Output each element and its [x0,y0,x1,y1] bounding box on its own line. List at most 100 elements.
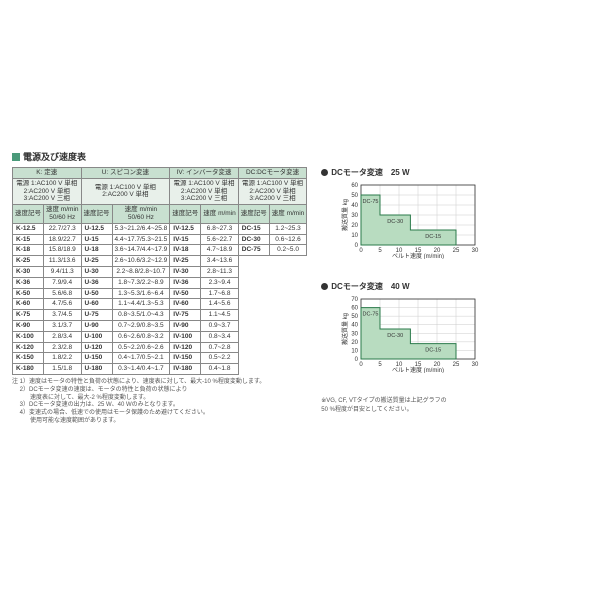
notes: 注 1）速度はモータの特性と負荷の状態により、速度表に対して、最大-10 %程度… [12,379,307,426]
table-cell: 3.7/4.5 [44,310,82,321]
power-spec: 電源 1:AC100 V 単相2:AC200 V 単相3:AC200 V 三相 [170,178,239,204]
col-header: 速度記号 [13,205,44,224]
table-cell: 4.4~17.7/5.3~21.5 [112,234,170,245]
table-cell: 3.6~14.7/4.4~17.9 [112,245,170,256]
note-line: 4）変速式の場合、低速での使用はモータ保護のため避けてください。 [12,410,307,418]
table-cell: 1.4~5.6 [201,299,239,310]
table-cell: U-50 [81,288,112,299]
svg-text:30: 30 [352,213,359,219]
table-cell: 9.4/11.3 [44,266,82,277]
table-cell: 5.3~21.2/6.4~25.8 [112,223,170,234]
table-cell: 1.8~7.3/2.2~8.9 [112,277,170,288]
table-cell: 11.3/13.6 [44,256,82,267]
chart-svg: DC-75DC-30DC-150510152025300102030405060… [339,181,479,259]
svg-text:DC-30: DC-30 [388,219,404,225]
svg-text:10: 10 [352,233,359,239]
table-cell: K-15 [13,234,44,245]
table-cell: K-36 [13,277,44,288]
svg-text:40: 40 [352,323,359,329]
svg-text:ベルト速度 (m/min): ベルト速度 (m/min) [392,366,444,373]
table-cell: 6.8~27.3 [201,223,239,234]
svg-text:25: 25 [453,248,460,254]
table-cell: U-36 [81,277,112,288]
table-cell: 0.8~3.4 [201,331,239,342]
table-cell: 2.3/2.8 [44,342,82,353]
table-cell: 1.8/2.2 [44,353,82,364]
svg-text:DC-75: DC-75 [363,199,379,205]
col-header: 速度記号 [81,205,112,224]
table-cell: 1.7~6.8 [201,288,239,299]
table-cell: DC-15 [238,223,269,234]
table-cell: IV-15 [170,234,201,245]
power-spec: 電源 1:AC100 V 単相2:AC200 V 単相3:AC200 V 三相 [13,178,82,204]
table-cell: U-75 [81,310,112,321]
table-wrap: K: 定速U: スピコン変速IV: インバータ変速DC:DCモータ変速電源 1:… [12,167,307,426]
svg-text:60: 60 [352,183,359,189]
svg-text:70: 70 [352,297,359,303]
table-cell: IV-50 [170,288,201,299]
table-cell: IV-12.5 [170,223,201,234]
table-cell: IV-36 [170,277,201,288]
page-title: 電源及び速度表 [23,150,86,163]
svg-text:搬送質量 kg: 搬送質量 kg [341,313,349,345]
table-cell: U-180 [81,364,112,375]
svg-text:60: 60 [352,306,359,312]
svg-text:40: 40 [352,203,359,209]
table-cell: 2.6~10.6/3.2~12.9 [112,256,170,267]
svg-text:DC-15: DC-15 [426,234,442,240]
charts: DCモータ変速 25 W DC-75DC-30DC-15051015202530… [321,167,491,426]
group-header: U: スピコン変速 [81,168,170,179]
col-header: 速度 m/min 50/60 Hz [44,205,82,224]
svg-text:30: 30 [472,248,479,254]
svg-text:20: 20 [352,223,359,229]
table-cell: 5.6~22.7 [201,234,239,245]
table-cell: U-30 [81,266,112,277]
svg-text:30: 30 [352,331,359,337]
table-cell: K-150 [13,353,44,364]
bullet-icon [321,169,328,176]
svg-text:20: 20 [352,340,359,346]
table-cell: 15.8/18.9 [44,245,82,256]
table-cell: IV-100 [170,331,201,342]
table-cell: 22.7/27.3 [44,223,82,234]
table-cell: 7.9/9.4 [44,277,82,288]
table-cell: 2.3~9.4 [201,277,239,288]
table-cell: 18.9/22.7 [44,234,82,245]
table-cell: K-18 [13,245,44,256]
table-cell: IV-18 [170,245,201,256]
note-line: 2）DCモータ変速の速度は、モータの特性と負荷の状態により [12,387,307,395]
table-cell: K-120 [13,342,44,353]
svg-text:搬送質量 kg: 搬送質量 kg [341,199,349,231]
table-cell: 0.4~1.8 [201,364,239,375]
table-cell: K-75 [13,310,44,321]
table-cell: 2.8/3.4 [44,331,82,342]
table-cell: 1.2~25.3 [269,223,307,234]
table-cell: IV-120 [170,342,201,353]
table-cell: 1.3~5.3/1.6~6.4 [112,288,170,299]
svg-text:DC-75: DC-75 [363,312,379,318]
table-cell: 0.5~2.2 [201,353,239,364]
table-cell: K-100 [13,331,44,342]
svg-text:30: 30 [472,362,479,368]
table-cell: U-25 [81,256,112,267]
chart-svg: DC-75DC-30DC-150510152025300102030405060… [339,295,479,373]
table-cell: K-180 [13,364,44,375]
table-cell: K-50 [13,288,44,299]
col-header: 速度記号 [238,205,269,224]
chart-40w: DCモータ変速 40 W DC-75DC-30DC-15051015202530… [321,281,491,385]
table-cell: 5.6/6.8 [44,288,82,299]
note-line: 使用可能な速度範囲があります。 [12,418,307,426]
col-header: 速度記号 [170,205,201,224]
power-spec: 電源 1:AC100 V 単相2:AC200 V 単相3:AC200 V 三相 [238,178,307,204]
table-cell: DC-30 [238,234,269,245]
table-cell: 0.2~5.0 [269,245,307,256]
table-cell: K-60 [13,299,44,310]
svg-text:0: 0 [355,243,359,249]
svg-text:5: 5 [379,248,383,254]
group-header: K: 定速 [13,168,82,179]
table-cell: 0.8~3.5/1.0~4.3 [112,310,170,321]
table-cell: 0.9~3.7 [201,320,239,331]
table-cell: 1.1~4.5 [201,310,239,321]
table-cell: U-12.5 [81,223,112,234]
svg-text:0: 0 [360,362,364,368]
